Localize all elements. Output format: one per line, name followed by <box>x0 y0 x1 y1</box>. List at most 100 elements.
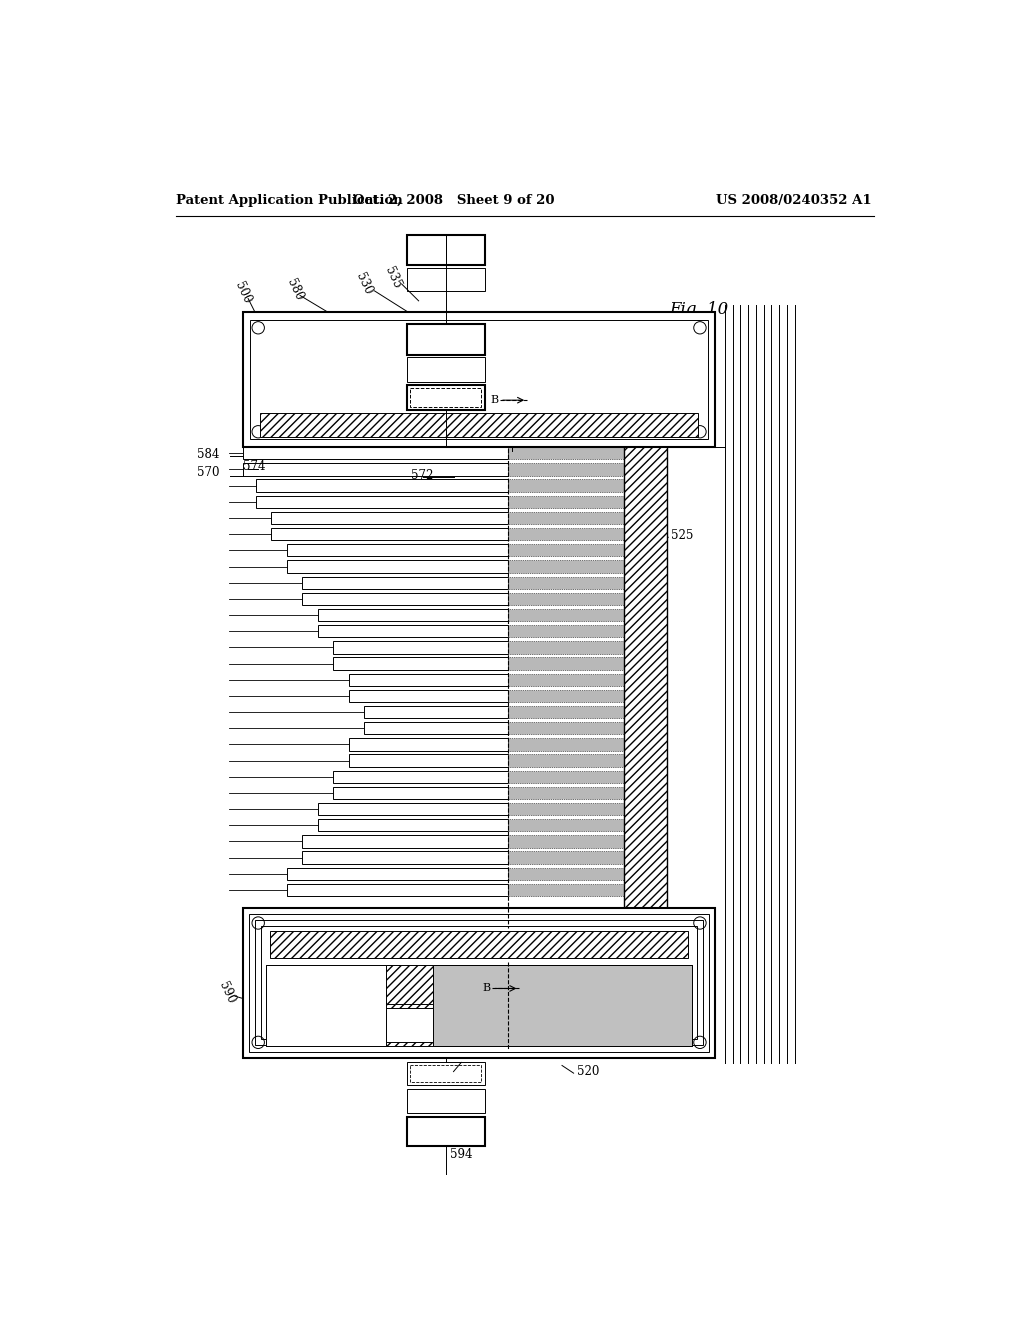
Bar <box>407 1089 484 1113</box>
Text: 535: 535 <box>382 265 403 290</box>
Bar <box>407 1117 484 1146</box>
Bar <box>410 1065 481 1081</box>
Text: 500: 500 <box>232 280 253 306</box>
Bar <box>432 965 692 1047</box>
Text: 584: 584 <box>197 449 219 462</box>
Bar <box>302 577 508 589</box>
Text: Oct. 2, 2008   Sheet 9 of 20: Oct. 2, 2008 Sheet 9 of 20 <box>352 194 554 207</box>
Text: 570: 570 <box>197 466 219 479</box>
Bar <box>508 787 624 799</box>
Bar <box>302 593 508 605</box>
Bar <box>508 544 624 557</box>
Text: B: B <box>490 395 499 405</box>
Bar <box>624 397 667 924</box>
Bar <box>386 1007 432 1043</box>
Bar <box>508 722 624 734</box>
Bar <box>287 544 508 557</box>
Text: 520: 520 <box>578 1065 600 1078</box>
Bar <box>317 626 508 638</box>
Bar <box>334 657 508 669</box>
Text: 592: 592 <box>410 1012 432 1026</box>
Bar <box>260 412 698 437</box>
Bar <box>508 479 624 492</box>
Bar <box>508 689 624 702</box>
Bar <box>334 787 508 799</box>
Bar <box>243 908 716 1057</box>
Text: US 2008/0240352 A1: US 2008/0240352 A1 <box>717 194 872 207</box>
Bar <box>508 706 624 718</box>
Bar <box>508 528 624 540</box>
Bar <box>508 657 624 669</box>
Text: 582: 582 <box>515 417 538 430</box>
Bar <box>255 920 703 1045</box>
Bar <box>243 463 508 475</box>
Text: 594: 594 <box>450 1147 472 1160</box>
Bar <box>508 738 624 751</box>
Bar <box>243 447 508 459</box>
Bar <box>508 673 624 686</box>
Bar <box>508 463 624 475</box>
Bar <box>508 626 624 638</box>
Text: 572: 572 <box>411 469 433 482</box>
Bar <box>407 323 484 355</box>
Bar <box>287 867 508 880</box>
Bar <box>508 867 624 880</box>
Bar <box>243 313 716 447</box>
Text: B: B <box>482 983 490 994</box>
Bar <box>287 884 508 896</box>
Bar <box>407 268 484 290</box>
Bar <box>302 851 508 863</box>
Bar <box>261 927 697 1039</box>
Bar <box>508 884 624 896</box>
Bar <box>256 496 508 508</box>
Bar <box>508 642 624 653</box>
Bar <box>349 755 508 767</box>
Bar <box>271 512 508 524</box>
Bar <box>317 609 508 622</box>
Bar <box>508 803 624 816</box>
Bar <box>407 235 484 264</box>
Text: Fig. 10: Fig. 10 <box>669 301 728 318</box>
Bar <box>271 528 508 540</box>
Bar <box>407 1061 484 1085</box>
Bar <box>251 321 708 440</box>
Bar <box>349 689 508 702</box>
Bar <box>508 593 624 605</box>
Bar <box>508 818 624 832</box>
Bar <box>266 965 692 1047</box>
Text: 525: 525 <box>671 529 693 543</box>
Text: 530: 530 <box>353 271 375 297</box>
Bar <box>407 385 484 411</box>
Bar <box>386 965 432 1003</box>
Bar <box>508 577 624 589</box>
Bar <box>508 447 624 459</box>
Bar <box>334 771 508 783</box>
Bar <box>317 803 508 816</box>
Bar <box>365 706 508 718</box>
Bar <box>317 818 508 832</box>
Bar <box>349 738 508 751</box>
Bar <box>302 836 508 847</box>
Bar <box>508 836 624 847</box>
Bar <box>349 673 508 686</box>
Bar <box>508 755 624 767</box>
Bar <box>334 642 508 653</box>
Bar <box>508 771 624 783</box>
Bar <box>407 358 484 383</box>
Bar <box>508 609 624 622</box>
Text: Patent Application Publication: Patent Application Publication <box>176 194 402 207</box>
Bar <box>508 560 624 573</box>
Bar <box>508 512 624 524</box>
Bar <box>256 479 508 492</box>
Bar <box>270 931 688 958</box>
Bar <box>266 965 386 1047</box>
Bar <box>287 560 508 573</box>
Bar <box>410 388 481 407</box>
Text: 574: 574 <box>243 459 265 473</box>
Bar <box>508 851 624 863</box>
Bar <box>365 722 508 734</box>
Bar <box>508 496 624 508</box>
Text: 590: 590 <box>216 979 238 1006</box>
Text: 580: 580 <box>284 276 305 302</box>
Bar <box>249 913 710 1052</box>
